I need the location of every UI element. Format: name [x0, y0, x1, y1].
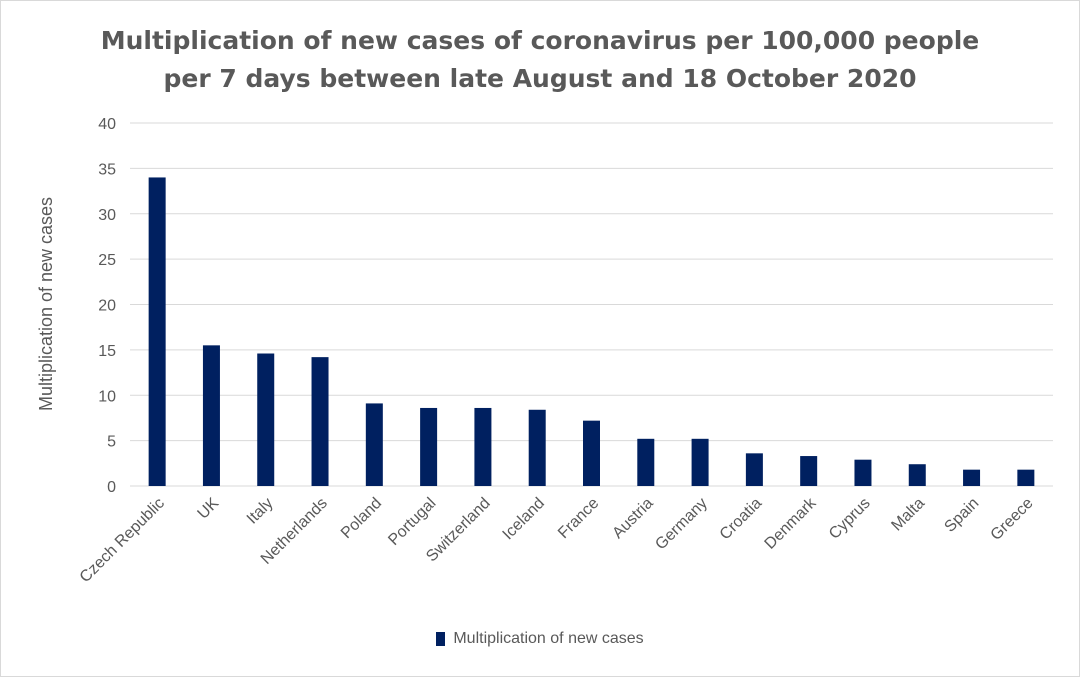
bar-switzerland — [474, 407, 492, 486]
bar-greece — [1017, 469, 1035, 486]
bar-denmark — [800, 456, 818, 486]
bar-italy — [257, 353, 275, 486]
chart-title-line-2: per 7 days between late August and 18 Oc… — [163, 64, 917, 93]
x-tick-label: Croatia — [717, 495, 766, 544]
x-tick-label: Austria — [609, 495, 656, 542]
y-tick-label: 15 — [98, 343, 116, 360]
x-tick-label: Poland — [338, 495, 385, 542]
x-tick-label: Italy — [244, 495, 277, 528]
x-tick-label: France — [555, 495, 602, 542]
x-tick-label: UK — [195, 495, 223, 523]
bar-cyprus — [854, 459, 872, 486]
x-tick-label: Portugal — [385, 495, 439, 549]
y-tick-label: 40 — [98, 116, 116, 133]
y-tick-label: 25 — [98, 252, 116, 269]
x-tick-label: Germany — [652, 495, 711, 554]
x-tick-label: Spain — [941, 495, 982, 536]
bar-czech-republic — [148, 177, 166, 486]
bar-croatia — [745, 453, 763, 486]
bar-germany — [691, 438, 709, 486]
x-tick-label: Czech Republic — [77, 495, 168, 586]
legend: Multiplication of new cases — [0, 630, 1080, 648]
x-tick-label: Malta — [888, 495, 928, 535]
bar-austria — [637, 438, 655, 486]
x-tick-label: Iceland — [500, 495, 549, 544]
x-tick-label: Cyprus — [826, 495, 874, 543]
y-tick-label: 20 — [98, 298, 116, 315]
bar-netherlands — [311, 357, 329, 486]
legend-label: Multiplication of new cases — [453, 630, 644, 647]
x-tick-label: Denmark — [762, 494, 821, 553]
y-axis-ticks: 0 5 10 15 20 25 30 35 40 — [98, 116, 116, 496]
bar-poland — [365, 403, 383, 486]
gridlines — [130, 122, 1053, 487]
chart-title-line-1: Multiplication of new cases of coronavir… — [100, 26, 980, 55]
y-tick-label: 30 — [98, 207, 116, 224]
x-tick-label: Greece — [988, 495, 1037, 544]
legend-swatch — [436, 632, 446, 646]
bars — [148, 177, 1035, 486]
bar-uk — [202, 345, 220, 486]
bar-france — [583, 420, 600, 486]
y-tick-label: 10 — [98, 388, 116, 405]
bar-portugal — [420, 407, 438, 486]
y-tick-label: 35 — [98, 161, 116, 178]
bar-malta — [908, 464, 926, 486]
y-tick-label: 5 — [107, 434, 116, 451]
chart-title: Multiplication of new cases of coronavir… — [0, 22, 1080, 98]
bar-spain — [963, 469, 981, 486]
bar-iceland — [528, 409, 546, 486]
y-tick-label: 0 — [107, 479, 116, 496]
y-axis-title: Multiplication of new cases — [36, 197, 56, 411]
